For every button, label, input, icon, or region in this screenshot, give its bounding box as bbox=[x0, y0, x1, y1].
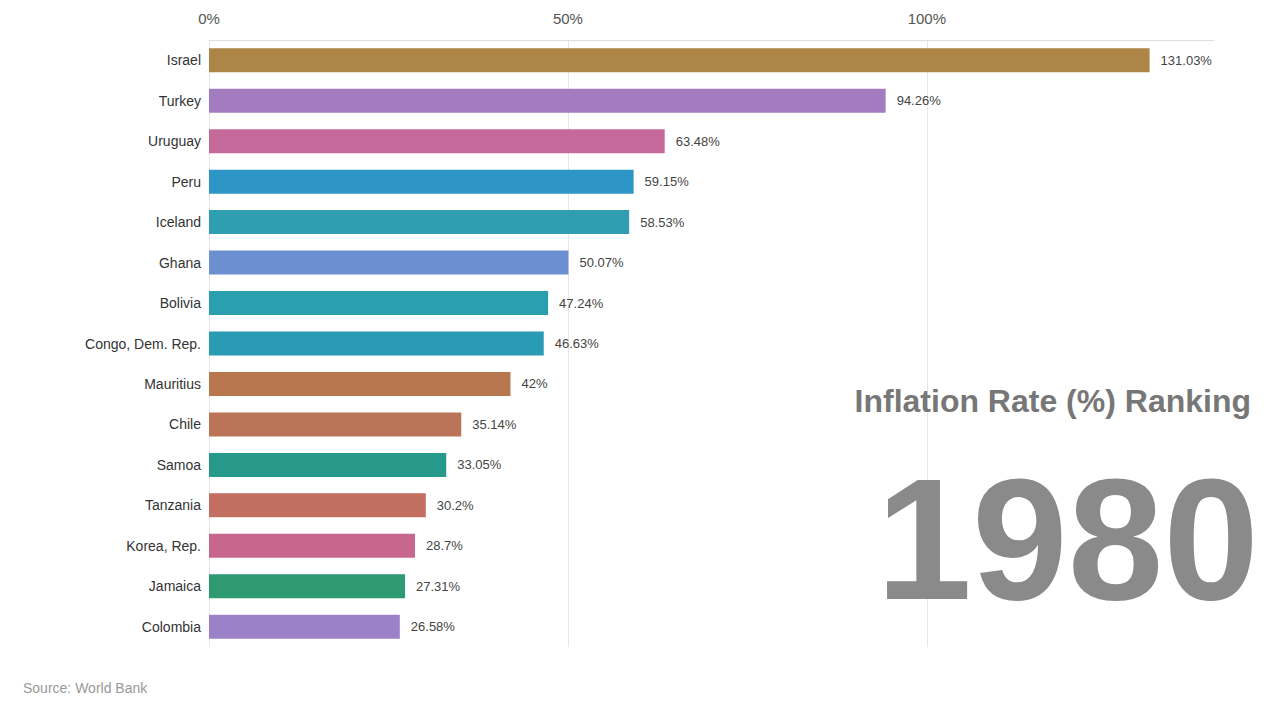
svg-text:Jamaica: Jamaica bbox=[149, 578, 201, 594]
svg-text:46.63%: 46.63% bbox=[555, 336, 600, 351]
svg-text:Colombia: Colombia bbox=[142, 619, 201, 635]
svg-text:50%: 50% bbox=[553, 10, 583, 27]
svg-text:47.24%: 47.24% bbox=[559, 296, 604, 311]
svg-text:Inflation Rate (%) Ranking: Inflation Rate (%) Ranking bbox=[855, 383, 1251, 419]
svg-text:35.14%: 35.14% bbox=[472, 417, 517, 432]
svg-text:Peru: Peru bbox=[171, 174, 201, 190]
svg-text:59.15%: 59.15% bbox=[645, 174, 690, 189]
svg-text:50.07%: 50.07% bbox=[579, 255, 624, 270]
svg-text:30.2%: 30.2% bbox=[437, 498, 474, 513]
svg-text:Samoa: Samoa bbox=[157, 457, 202, 473]
svg-text:100%: 100% bbox=[908, 10, 946, 27]
svg-text:27.31%: 27.31% bbox=[416, 579, 461, 594]
svg-text:Source: World Bank: Source: World Bank bbox=[23, 680, 148, 696]
svg-text:Israel: Israel bbox=[167, 52, 201, 68]
svg-text:Iceland: Iceland bbox=[156, 214, 201, 230]
svg-text:28.7%: 28.7% bbox=[426, 538, 463, 553]
svg-text:Bolivia: Bolivia bbox=[160, 295, 201, 311]
svg-text:Korea, Rep.: Korea, Rep. bbox=[126, 538, 201, 554]
svg-text:58.53%: 58.53% bbox=[640, 215, 685, 230]
svg-text:0%: 0% bbox=[198, 10, 220, 27]
svg-text:63.48%: 63.48% bbox=[676, 134, 721, 149]
svg-text:Turkey: Turkey bbox=[159, 93, 201, 109]
svg-text:Congo, Dem. Rep.: Congo, Dem. Rep. bbox=[85, 336, 201, 352]
svg-text:42%: 42% bbox=[522, 376, 548, 391]
svg-text:131.03%: 131.03% bbox=[1161, 53, 1213, 68]
svg-text:Mauritius: Mauritius bbox=[144, 376, 201, 392]
svg-text:Uruguay: Uruguay bbox=[148, 133, 201, 149]
svg-text:26.58%: 26.58% bbox=[411, 619, 456, 634]
svg-text:Tanzania: Tanzania bbox=[145, 497, 201, 513]
svg-text:Chile: Chile bbox=[169, 416, 201, 432]
svg-text:1980: 1980 bbox=[876, 443, 1259, 635]
svg-text:Ghana: Ghana bbox=[159, 255, 201, 271]
svg-text:33.05%: 33.05% bbox=[457, 457, 502, 472]
svg-text:94.26%: 94.26% bbox=[897, 93, 942, 108]
